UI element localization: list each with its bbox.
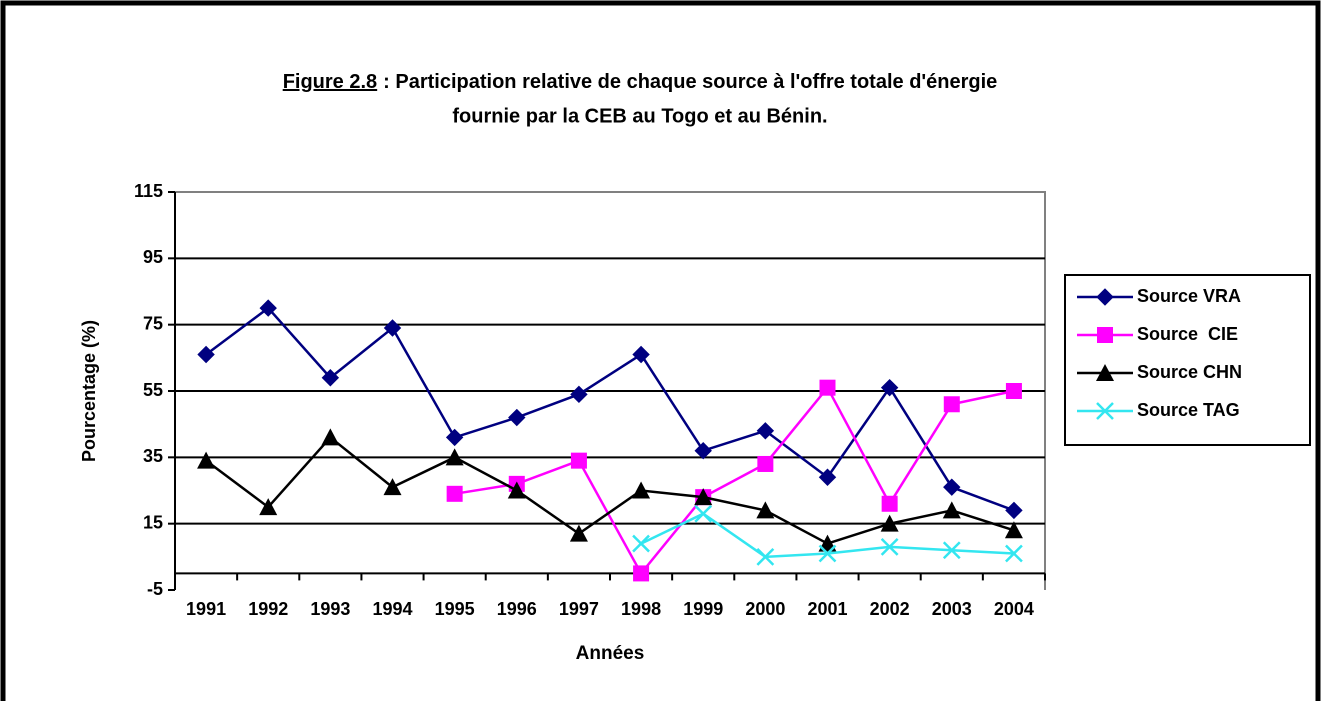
x-tick-label: 1993 <box>310 599 350 619</box>
point <box>1005 501 1023 520</box>
point <box>818 468 837 486</box>
point <box>880 378 899 397</box>
point <box>1096 364 1114 381</box>
series-line <box>205 306 1015 512</box>
point <box>694 504 713 523</box>
x-tick-label: 2001 <box>807 599 847 619</box>
point <box>1096 288 1114 306</box>
point <box>383 319 402 337</box>
point-stroke <box>942 541 961 560</box>
x-tick-label: 1992 <box>248 599 288 619</box>
legend-label: Source VRA <box>1137 286 1241 306</box>
point <box>942 501 961 519</box>
y-tick-label: -5 <box>147 579 163 599</box>
point <box>321 369 340 387</box>
point <box>633 565 650 582</box>
title-line: : Participation relative de chaque sourc… <box>383 71 997 93</box>
point <box>570 452 587 469</box>
point <box>570 385 588 404</box>
point <box>818 544 837 563</box>
legend-label: Source TAG <box>1137 400 1240 420</box>
point <box>1097 327 1113 343</box>
point <box>259 299 277 317</box>
point <box>1096 402 1114 420</box>
point-stroke <box>818 544 837 563</box>
point <box>259 498 278 516</box>
point <box>321 428 340 446</box>
x-tick-label: 1998 <box>621 599 661 619</box>
point <box>508 408 526 427</box>
point <box>694 441 712 460</box>
point <box>445 448 464 466</box>
y-tick-label: 15 <box>143 512 163 532</box>
point <box>1005 544 1023 563</box>
legend-label: Source CHN <box>1137 362 1242 382</box>
point <box>694 488 713 506</box>
point <box>632 534 650 553</box>
point <box>383 478 402 496</box>
point <box>446 485 463 502</box>
y-tick-label: 55 <box>143 380 163 400</box>
point <box>1004 521 1023 539</box>
x-tick-label: 1999 <box>683 599 723 619</box>
point <box>632 345 650 364</box>
point-stroke <box>1096 402 1114 420</box>
x-tick-label: 1994 <box>372 599 412 619</box>
chart-title: Figure 2.8 : Participation relative de ch… <box>283 71 998 93</box>
point-stroke <box>632 534 650 553</box>
title-line: fournie par la CEB au Togo et au Bénin. <box>452 105 827 127</box>
y-tick-label: 75 <box>143 313 163 333</box>
point <box>818 534 837 552</box>
x-tick-label: 1996 <box>497 599 537 619</box>
x-tick-label: 2003 <box>932 599 972 619</box>
point <box>756 547 775 566</box>
point <box>757 455 774 472</box>
point <box>197 345 215 364</box>
series-line <box>205 435 1015 545</box>
series-line <box>454 385 1015 576</box>
point-stroke <box>880 537 899 556</box>
x-tick-label: 2000 <box>745 599 785 619</box>
point-stroke <box>756 547 775 566</box>
x-tick-label: 1995 <box>435 599 475 619</box>
point <box>943 478 961 496</box>
point <box>819 379 836 396</box>
x-tick-label: 1997 <box>559 599 599 619</box>
point-stroke <box>694 504 713 523</box>
point-stroke <box>1005 544 1023 563</box>
y-tick-label: 95 <box>143 247 163 267</box>
point <box>881 495 898 512</box>
point <box>569 524 588 542</box>
legend-label: Source CIE <box>1137 324 1238 344</box>
title-label: Figure 2.8 <box>283 71 377 93</box>
point <box>880 537 899 556</box>
y-axis-label: Pourcentage (%) <box>79 320 99 462</box>
x-tick-label: 1991 <box>186 599 226 619</box>
x-axis-label: Années <box>576 643 645 664</box>
x-tick-label: 2002 <box>870 599 910 619</box>
point <box>1005 383 1022 399</box>
point <box>445 428 464 447</box>
point <box>756 422 775 440</box>
point <box>943 396 960 413</box>
point <box>880 514 899 532</box>
point <box>632 481 651 499</box>
point <box>756 501 775 519</box>
y-tick-label: 35 <box>143 446 163 466</box>
y-tick-label: 115 <box>134 181 163 201</box>
x-tick-label: 2004 <box>994 599 1034 619</box>
point <box>942 541 961 560</box>
point <box>197 451 216 469</box>
point <box>507 481 526 499</box>
